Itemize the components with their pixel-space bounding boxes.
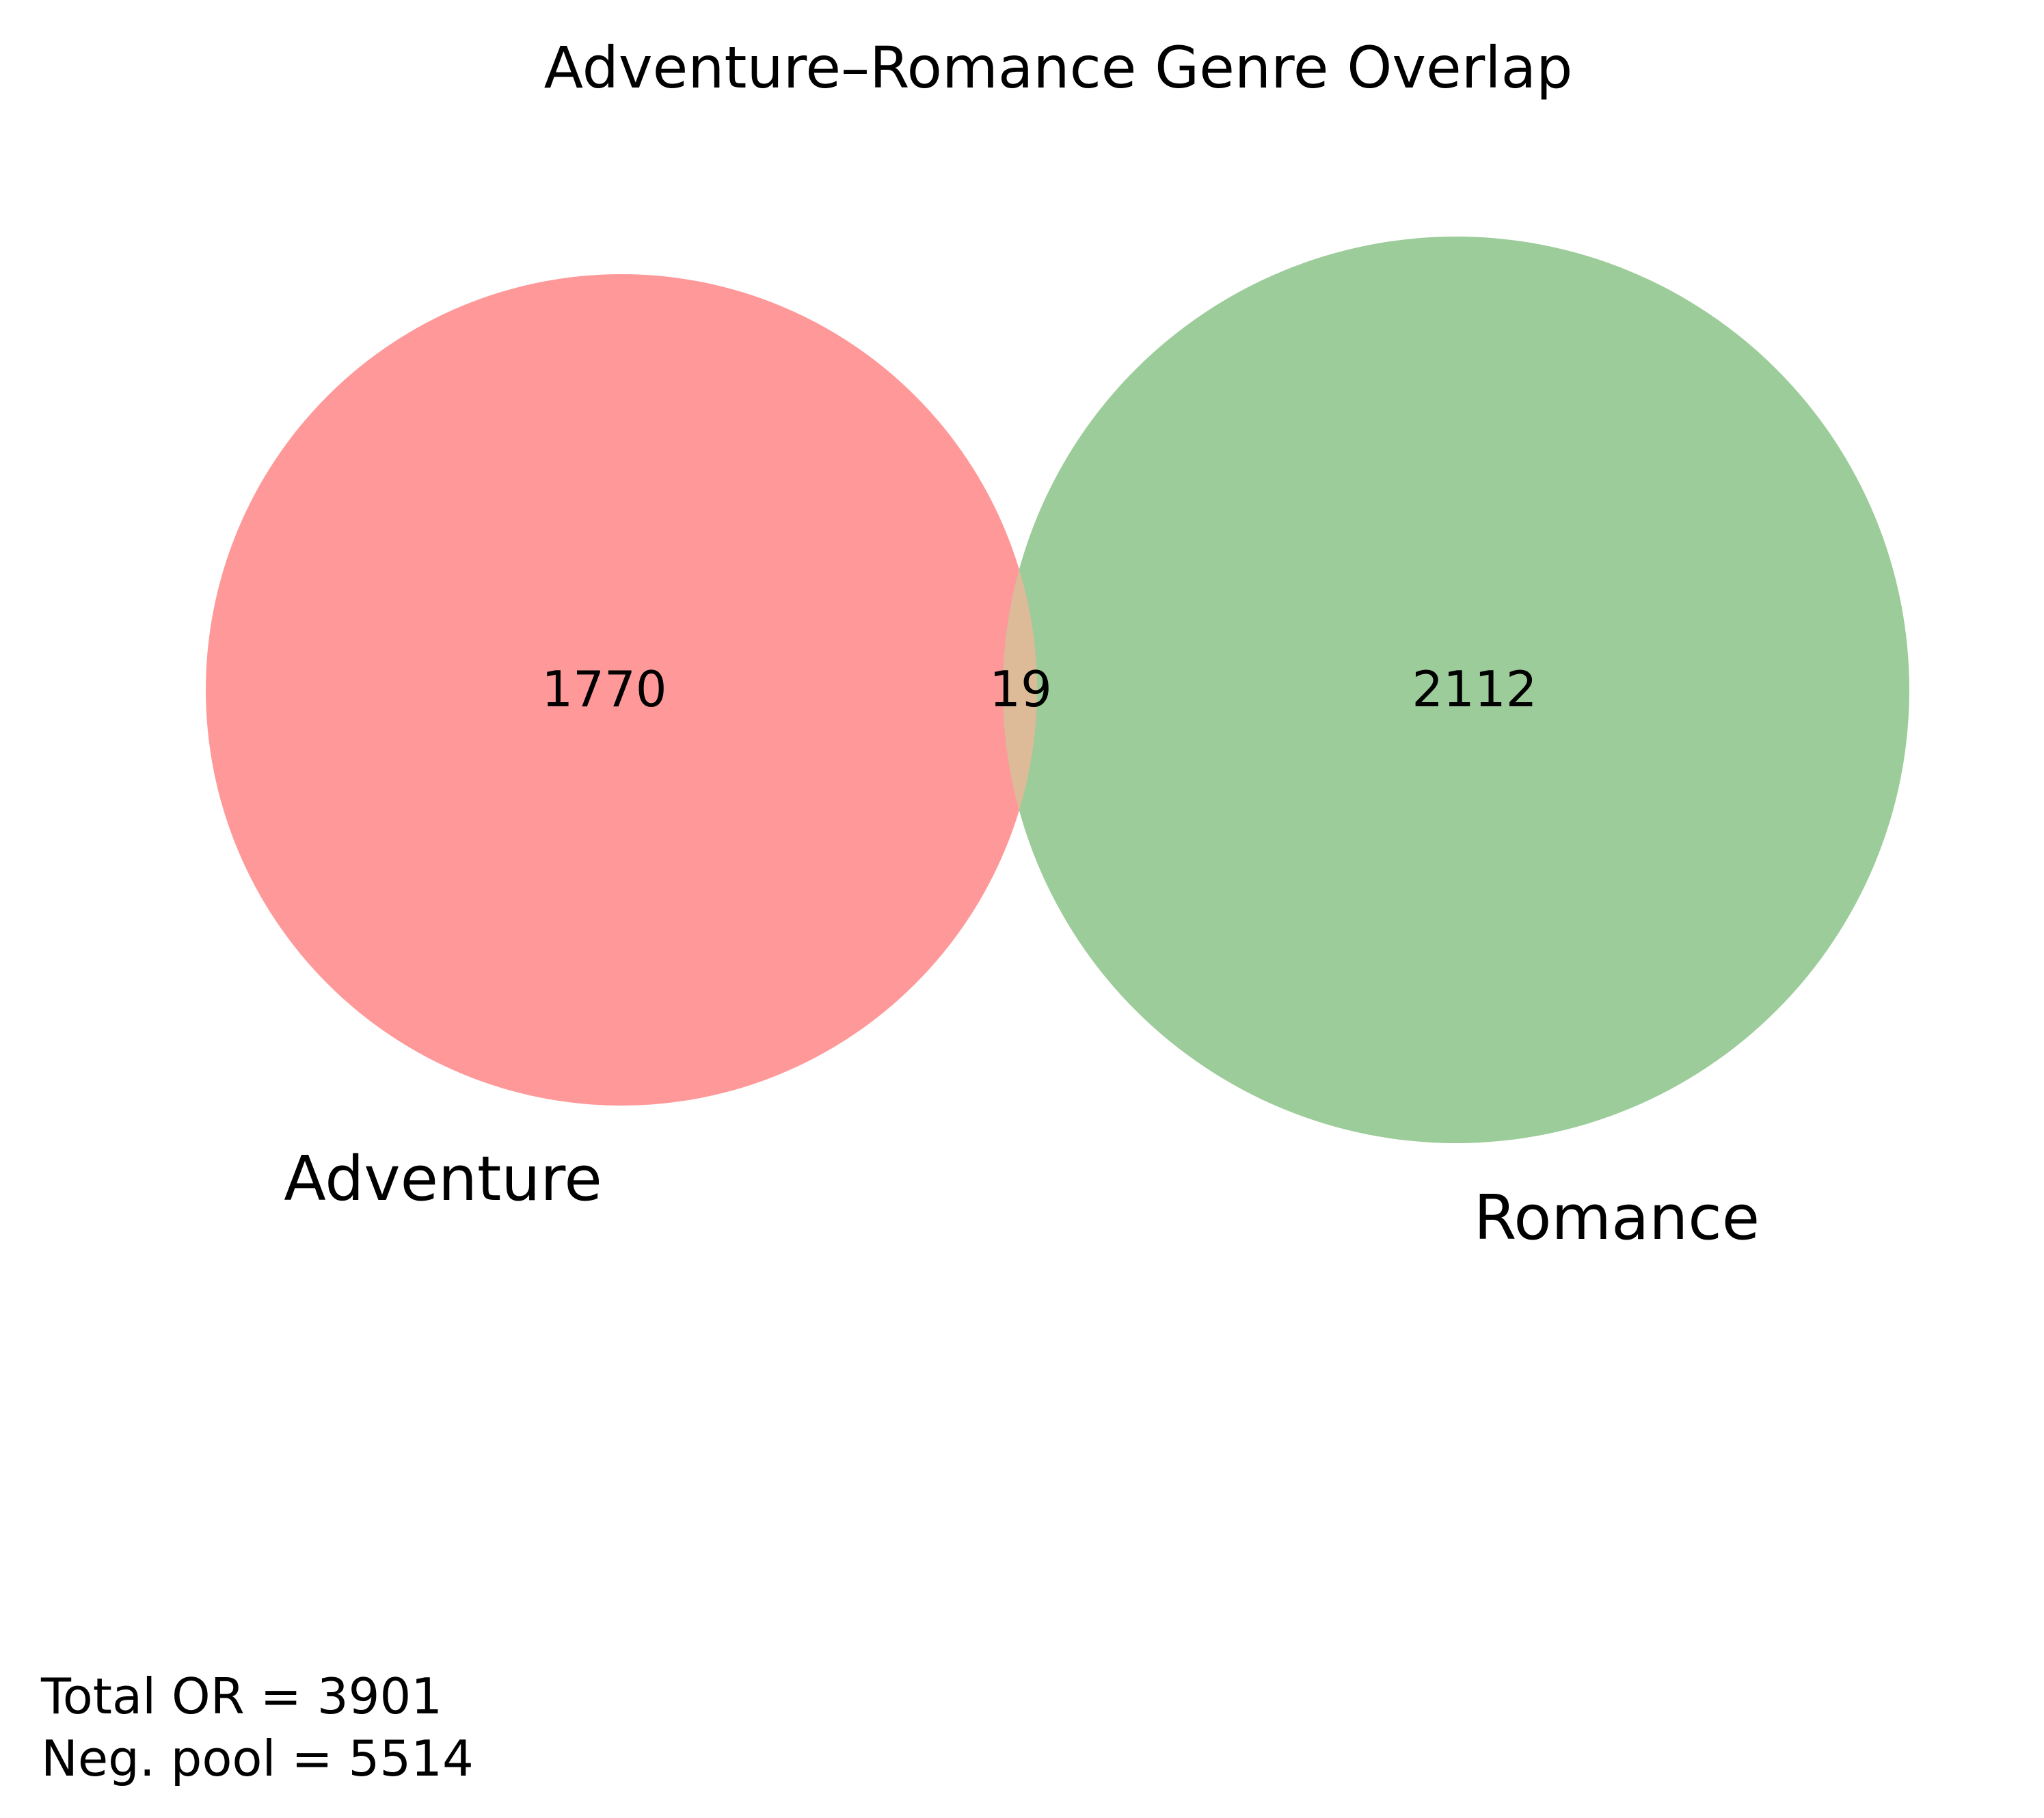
adventure-only-count: 1770 [541, 660, 667, 718]
neg-pool-stat: Neg. pool = 5514 [41, 1730, 474, 1787]
romance-only-count: 2112 [1412, 660, 1537, 718]
adventure-label: Adventure [284, 1143, 602, 1215]
intersection-count: 19 [989, 660, 1052, 718]
romance-circle [1003, 237, 1909, 1143]
adventure-circle [206, 274, 1037, 1106]
diagram-title: Adventure–Romance Genre Overlap [544, 34, 1573, 101]
romance-label: Romance [1474, 1182, 1760, 1254]
total-or-stat: Total OR = 3901 [40, 1668, 442, 1725]
